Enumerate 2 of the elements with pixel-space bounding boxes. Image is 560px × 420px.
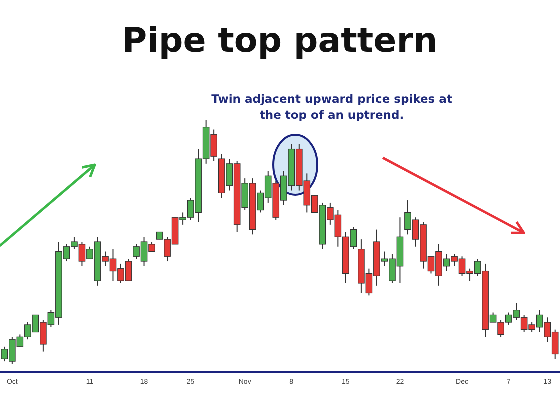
chart-title: Pipe top pattern bbox=[122, 21, 438, 61]
annotation: Twin adjacent upward price spikes at the top of an uptrend. bbox=[212, 92, 453, 122]
